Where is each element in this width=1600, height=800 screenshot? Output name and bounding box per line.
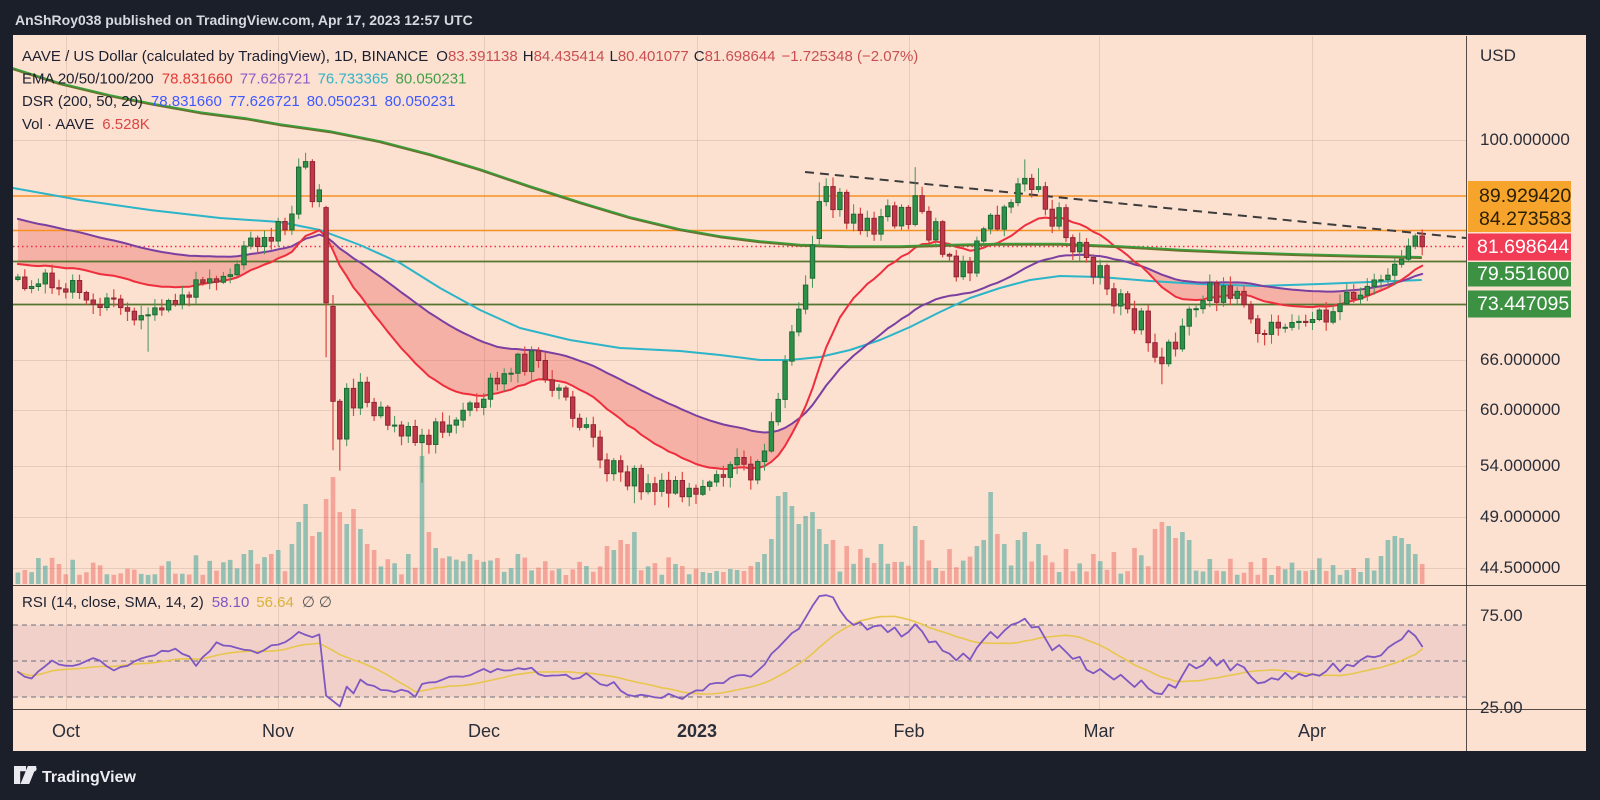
svg-text:79.551600: 79.551600 xyxy=(1477,263,1569,285)
svg-text:81.698644: 81.698644 xyxy=(1477,236,1569,258)
svg-text:54.000000: 54.000000 xyxy=(1480,456,1560,475)
svg-text:AnShRoy038 published on Tradin: AnShRoy038 published on TradingView.com,… xyxy=(15,12,473,28)
svg-text:Mar: Mar xyxy=(1084,721,1115,741)
svg-text:66.000000: 66.000000 xyxy=(1480,350,1560,369)
svg-text:AAVE / US Dollar (calculated b: AAVE / US Dollar (calculated by TradingV… xyxy=(22,48,918,65)
svg-text:60.000000: 60.000000 xyxy=(1480,400,1560,419)
svg-text:100.000000: 100.000000 xyxy=(1480,130,1570,149)
svg-text:USD: USD xyxy=(1480,46,1516,65)
svg-text:Dec: Dec xyxy=(468,721,500,741)
svg-text:Feb: Feb xyxy=(893,721,924,741)
svg-text:25.00: 25.00 xyxy=(1480,698,1523,717)
svg-text:73.447095: 73.447095 xyxy=(1477,293,1569,315)
svg-text:44.500000: 44.500000 xyxy=(1480,558,1560,577)
svg-text:84.273583: 84.273583 xyxy=(1479,208,1571,230)
svg-text:Nov: Nov xyxy=(262,721,294,741)
svg-text:49.000000: 49.000000 xyxy=(1480,507,1560,526)
svg-text:Oct: Oct xyxy=(52,721,80,741)
svg-text:TradingView: TradingView xyxy=(42,769,137,786)
svg-text:75.00: 75.00 xyxy=(1480,606,1523,625)
svg-text:2023: 2023 xyxy=(677,721,717,741)
svg-text:Apr: Apr xyxy=(1298,721,1326,741)
svg-text:RSI (14, close, SMA, 14, 2)58.: RSI (14, close, SMA, 14, 2) 58.10 56.64 ∅ ∅ xyxy=(22,594,332,611)
svg-text:89.929420: 89.929420 xyxy=(1479,185,1571,207)
